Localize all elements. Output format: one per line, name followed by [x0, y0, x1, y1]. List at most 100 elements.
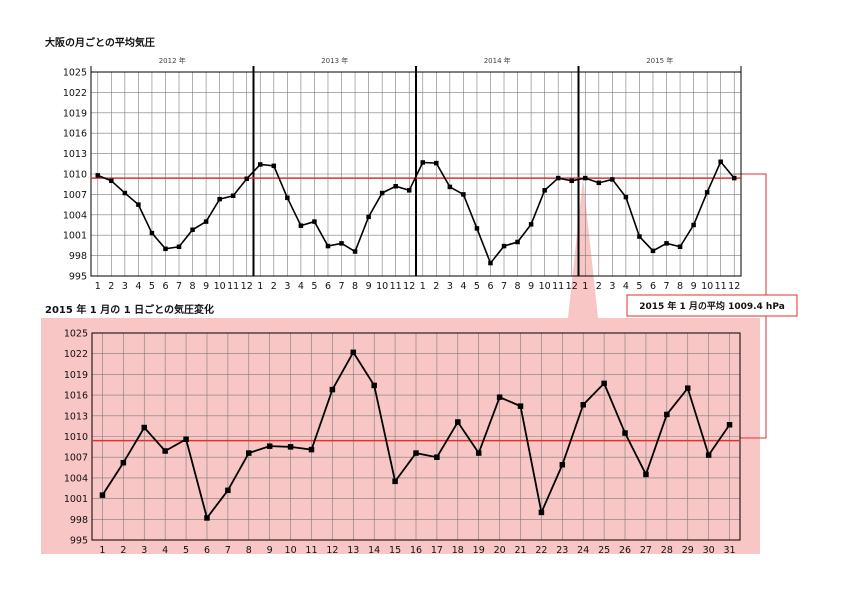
x-tick-label: 4: [162, 545, 168, 556]
chart1-year-labels: 2012 年 2013 年 2014 年 2015 年: [159, 56, 674, 65]
data-point: [455, 419, 461, 425]
x-tick-label: 6: [204, 545, 210, 556]
data-point: [379, 190, 385, 196]
data-point: [141, 424, 148, 431]
data-point: [474, 226, 480, 231]
y-tick-label: 998: [69, 251, 87, 262]
data-point: [325, 243, 331, 249]
x-tick-label: 14: [368, 545, 380, 556]
data-point: [434, 160, 439, 166]
x-tick-label: 5: [311, 281, 317, 292]
data-point: [726, 422, 733, 428]
chart2-x-tick-labels: 1 2 3 4 5 6 7 8 9 10 11 12 13 14 15 16 17 18 19 20 21 22 23 24 2…: [99, 545, 735, 556]
data-point: [203, 219, 209, 224]
data-point: [312, 219, 317, 224]
data-point: [109, 178, 114, 184]
data-point: [183, 436, 189, 443]
chart1-year-dividers: [90, 66, 742, 276]
x-tick-label: 11: [227, 281, 239, 292]
data-point: [517, 403, 524, 409]
zoom-funnel: [568, 178, 598, 318]
x-tick-label: 26: [619, 545, 631, 556]
x-tick-label: 9: [528, 281, 534, 292]
chart2-grid: [91, 332, 741, 541]
data-point: [190, 227, 195, 233]
plot-frame: [91, 332, 741, 541]
x-tick-label: 28: [661, 545, 673, 556]
data-point: [406, 188, 412, 193]
x-tick-label: 27: [640, 545, 652, 556]
data-point: [691, 222, 696, 228]
y-tick-label: 1019: [63, 108, 87, 119]
x-tick-label: 1: [99, 545, 105, 556]
x-tick-label: 9: [203, 281, 209, 292]
x-tick-label: 21: [514, 545, 526, 556]
data-point: [413, 450, 419, 456]
data-point: [580, 402, 586, 408]
y-tick-label: 995: [69, 272, 87, 283]
data-point: [163, 246, 168, 252]
x-tick-label: 6: [487, 281, 493, 292]
data-point: [285, 195, 290, 201]
data-point: [420, 160, 426, 165]
data-point: [149, 230, 155, 236]
data-point: [718, 159, 723, 165]
data-point: [266, 443, 273, 449]
x-tick-label: 22: [535, 545, 547, 556]
x-tick-label: 8: [190, 281, 196, 292]
data-point: [528, 222, 534, 227]
data-point: [610, 177, 615, 182]
y-tick-label: 1007: [63, 190, 87, 201]
x-tick-label: 12: [728, 281, 740, 292]
y-tick-label: 1016: [64, 391, 88, 402]
x-tick-label: 10: [701, 281, 713, 292]
x-tick-label: 16: [410, 545, 422, 556]
data-point: [136, 202, 141, 207]
data-point: [352, 249, 358, 254]
average-callout-box: [626, 294, 798, 317]
data-point: [176, 244, 182, 250]
data-point: [95, 173, 101, 178]
x-tick-label: 8: [352, 281, 358, 292]
data-point: [677, 244, 683, 250]
data-point: [366, 214, 371, 220]
y-tick-label: 1004: [63, 210, 87, 221]
x-tick-label: 11: [552, 281, 564, 292]
data-point: [559, 462, 566, 468]
y-tick-label: 995: [70, 536, 88, 547]
data-point: [271, 163, 277, 169]
data-point: [329, 386, 336, 393]
x-tick-label: 11: [390, 281, 402, 292]
data-point: [538, 509, 545, 516]
x-tick-label: 2: [596, 281, 602, 292]
data-point: [637, 234, 642, 239]
data-point: [350, 349, 357, 356]
data-point: [488, 260, 493, 266]
y-tick-label: 1022: [63, 88, 87, 99]
y-tick-label: 1010: [63, 170, 87, 181]
data-point: [162, 448, 168, 454]
data-point: [596, 180, 602, 186]
data-point: [434, 454, 440, 460]
x-tick-label: 24: [577, 545, 589, 556]
data-point: [650, 248, 656, 254]
x-tick-label: 12: [326, 545, 338, 556]
y-tick-label: 1022: [64, 349, 88, 360]
x-tick-label: 15: [389, 545, 401, 556]
data-point: [120, 459, 127, 466]
x-tick-label: 8: [677, 281, 683, 292]
x-tick-label: 4: [623, 281, 629, 292]
chart1-x-tick-labels: 1 2 3 4 5 6 7 8 9 10 11 12 1 2 3 4 5 6 7 8 9 10 11 12 1 2 3 4 5 6 7 8 9 1…: [95, 281, 741, 292]
x-tick-label: 7: [663, 281, 669, 292]
y-tick-label: 1001: [63, 231, 87, 242]
y-tick-label: 1007: [64, 453, 88, 464]
average-callout-text: 2015 年 1 月の平均 1009.4 hPa: [639, 300, 785, 312]
data-point: [393, 183, 398, 189]
x-tick-label: 3: [609, 281, 615, 292]
chart1-title: 大阪の月ごとの平均気圧: [45, 36, 155, 49]
data-point: [217, 196, 222, 202]
x-tick-label: 12: [403, 281, 415, 292]
data-point: [308, 446, 315, 453]
x-tick-label: 6: [325, 281, 331, 292]
data-point: [643, 471, 649, 478]
